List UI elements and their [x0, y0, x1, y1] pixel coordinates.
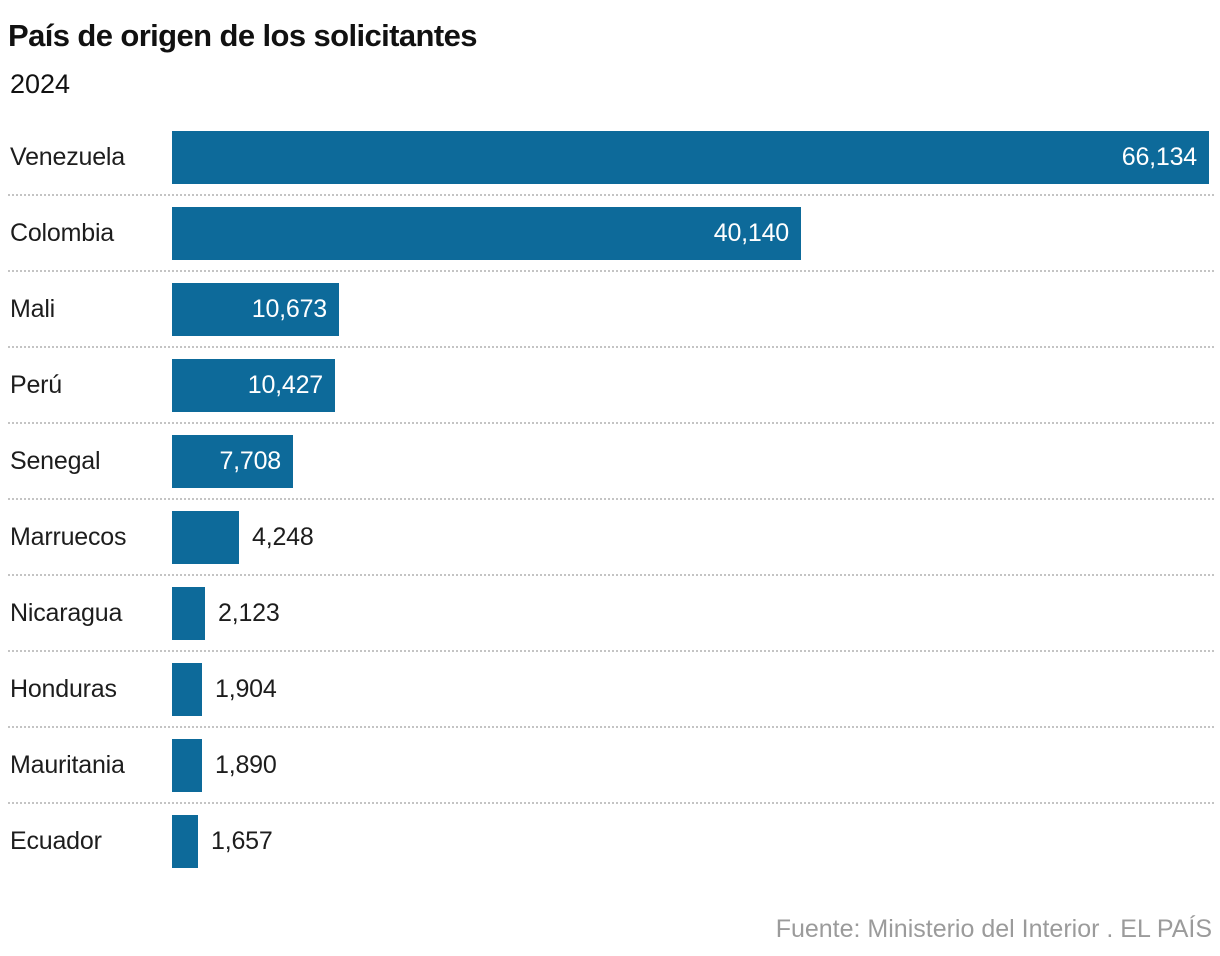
category-label: Mauritania [10, 750, 125, 779]
bar [172, 814, 198, 868]
bar-track: 1,904 [172, 662, 1214, 716]
bar-row-inner: Nicaragua 2,123 [10, 586, 1214, 640]
bar-row: Perú 10,427 [8, 358, 1214, 435]
chart-title: País de origen de los solicitantes [8, 18, 477, 53]
value-label: 10,673 [251, 294, 327, 323]
value-label: 1,890 [215, 750, 277, 779]
bar-track: 10,673 [172, 282, 1214, 336]
value-label: 40,140 [713, 218, 789, 247]
bar-track: 1,657 [172, 814, 1214, 868]
bar-row: Nicaragua 2,123 [8, 586, 1214, 663]
bar: 40,140 [172, 206, 801, 260]
bar-row: Mauritania 1,890 [8, 738, 1214, 815]
category-label: Nicaragua [10, 598, 123, 627]
category-label: Ecuador [10, 826, 102, 855]
bar-row-inner: Perú 10,427 [10, 358, 1214, 412]
bar-track: 4,248 [172, 510, 1214, 564]
value-label: 1,657 [211, 826, 273, 855]
category-label: Senegal [10, 446, 101, 475]
chart-subtitle: 2024 [10, 68, 71, 99]
bar-row: Senegal 7,708 [8, 434, 1214, 511]
value-label: 7,708 [219, 446, 281, 475]
bar [172, 662, 202, 716]
bar-row: Marruecos 4,248 [8, 510, 1214, 587]
source-credit: Fuente: Ministerio del Interior . EL PAÍ… [775, 915, 1212, 943]
category-label: Venezuela [10, 142, 125, 171]
bar-row: Venezuela 66,134 [8, 130, 1214, 207]
bar-row: Ecuador 1,657 [10, 814, 1214, 871]
bar-row-inner: Venezuela 66,134 [10, 130, 1214, 184]
value-label: 1,904 [215, 674, 277, 703]
category-label: Mali [10, 294, 56, 323]
bar: 66,134 [172, 130, 1209, 184]
bar-track: 1,890 [172, 738, 1214, 792]
value-label: 66,134 [1121, 142, 1197, 171]
bar-row-inner: Ecuador 1,657 [10, 814, 1214, 868]
bar-chart: Venezuela 66,134 Colombia 40,140 Mali 10,673 P… [8, 130, 1214, 871]
bar-row-inner: Honduras 1,904 [10, 662, 1214, 716]
category-label: Honduras [10, 674, 117, 703]
bar: 7,708 [172, 434, 293, 488]
bar-track: 10,427 [172, 358, 1214, 412]
bar: 10,427 [172, 358, 335, 412]
bar-row: Mali 10,673 [8, 282, 1214, 359]
bar-row-inner: Senegal 7,708 [10, 434, 1214, 488]
bar-track: 2,123 [172, 586, 1214, 640]
bar [172, 738, 202, 792]
bar-row-inner: Mauritania 1,890 [10, 738, 1214, 792]
value-label: 2,123 [218, 598, 280, 627]
category-label: Marruecos [10, 522, 127, 551]
bar-row-inner: Colombia 40,140 [10, 206, 1214, 260]
bar: 10,673 [172, 282, 339, 336]
category-label: Colombia [10, 218, 115, 247]
bar [172, 510, 239, 564]
bar-row: Colombia 40,140 [8, 206, 1214, 283]
bar-row-inner: Mali 10,673 [10, 282, 1214, 336]
category-label: Perú [10, 370, 63, 399]
bar [172, 586, 205, 640]
value-label: 4,248 [252, 522, 314, 551]
bar-track: 66,134 [172, 130, 1214, 184]
bar-row: Honduras 1,904 [8, 662, 1214, 739]
bar-track: 7,708 [172, 434, 1214, 488]
bar-track: 40,140 [172, 206, 1214, 260]
value-label: 10,427 [247, 370, 323, 399]
bar-row-inner: Marruecos 4,248 [10, 510, 1214, 564]
